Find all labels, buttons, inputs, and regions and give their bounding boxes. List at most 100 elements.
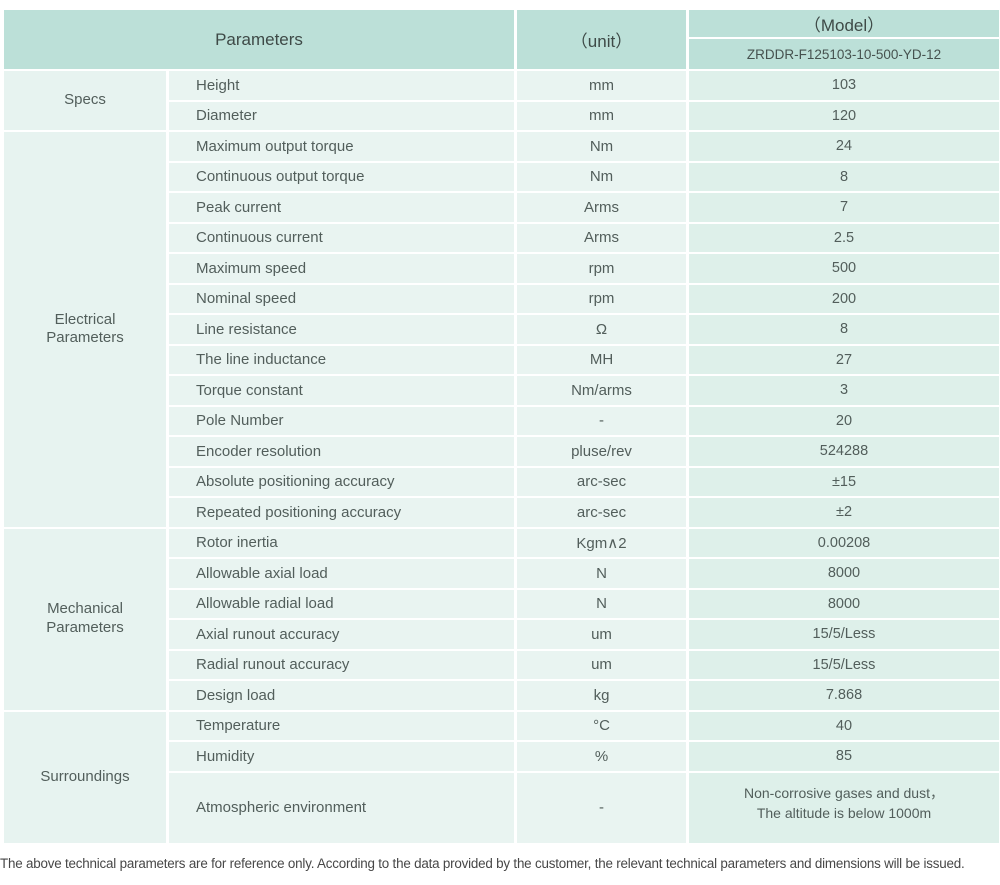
table-row: Electrical Parameters Maximum output tor… xyxy=(1,130,1000,529)
param-cell: Radial runout accuracy xyxy=(166,648,517,681)
unit-cell: N xyxy=(514,557,689,590)
param-cell: Temperature xyxy=(166,709,517,742)
param-cell: Diameter xyxy=(166,99,517,132)
group-cell-electrical: Electrical Parameters xyxy=(1,130,169,529)
table-row: Axial runout accuracy um 15/5/Less xyxy=(3,618,1000,651)
value-cell: 7 xyxy=(686,191,1000,224)
group-cell-specs: Specs xyxy=(1,69,169,132)
param-cell: Continuous current xyxy=(166,221,517,254)
table-row: Specs Height mm 103 xyxy=(1,69,1000,132)
value-cell: 15/5/Less xyxy=(686,648,1000,681)
param-cell: Line resistance xyxy=(166,313,517,346)
header-model: （Model） xyxy=(686,8,1000,39)
unit-cell: Ω xyxy=(514,313,689,346)
param-cell: Maximum output torque xyxy=(166,130,517,163)
unit-cell: rpm xyxy=(514,282,689,315)
table-row: Mechanical Parameters Rotor inertia Kgm∧… xyxy=(1,526,1000,712)
unit-cell: arc-sec xyxy=(514,465,689,498)
table-header: Parameters （unit） （Model） ZRDDR-F125103-… xyxy=(1,8,1000,71)
param-cell: Allowable axial load xyxy=(166,557,517,590)
value-cell: 8000 xyxy=(686,587,1000,620)
unit-cell: °C xyxy=(514,709,689,742)
value-cell: 40 xyxy=(686,709,1000,742)
table-row: Encoder resolution pluse/rev 524288 xyxy=(3,435,1000,468)
unit-cell: - xyxy=(514,404,689,437)
param-cell: Axial runout accuracy xyxy=(166,618,517,651)
param-cell: Peak current xyxy=(166,191,517,224)
unit-cell: Nm/arms xyxy=(514,374,689,407)
value-cell: 15/5/Less xyxy=(686,618,1000,651)
value-cell: 3 xyxy=(686,374,1000,407)
value-cell: 8 xyxy=(686,160,1000,193)
table-body: Specs Height mm 103 Diameter mm 120 Elec… xyxy=(1,69,1000,845)
unit-cell: - xyxy=(514,770,689,845)
unit-cell: um xyxy=(514,648,689,681)
table-row: Diameter mm 120 xyxy=(3,99,1000,132)
unit-cell: Arms xyxy=(514,191,689,224)
param-cell: Humidity xyxy=(166,740,517,773)
param-cell: Encoder resolution xyxy=(166,435,517,468)
value-cell: 7.868 xyxy=(686,679,1000,712)
value-cell: 8000 xyxy=(686,557,1000,590)
table-row: Absolute positioning accuracy arc-sec ±1… xyxy=(3,465,1000,498)
value-cell: ±2 xyxy=(686,496,1000,529)
unit-cell: Arms xyxy=(514,221,689,254)
header-model-number: ZRDDR-F125103-10-500-YD-12 xyxy=(686,37,1000,71)
table-row: Nominal speed rpm 200 xyxy=(3,282,1000,315)
table-row: Maximum speed rpm 500 xyxy=(3,252,1000,285)
unit-cell: um xyxy=(514,618,689,651)
param-cell: Continuous output torque xyxy=(166,160,517,193)
table-row: Continuous current Arms 2.5 xyxy=(3,221,1000,254)
value-cell: 8 xyxy=(686,313,1000,346)
value-cell: 20 xyxy=(686,404,1000,437)
unit-cell: % xyxy=(514,740,689,773)
unit-cell: MH xyxy=(514,343,689,376)
param-cell: Torque constant xyxy=(166,374,517,407)
table-row: Peak current Arms 7 xyxy=(3,191,1000,224)
table-row: Repeated positioning accuracy arc-sec ±2 xyxy=(3,496,1000,529)
unit-cell: mm xyxy=(514,99,689,132)
param-cell: Atmospheric environment xyxy=(166,770,517,845)
unit-cell: rpm xyxy=(514,252,689,285)
unit-cell: kg xyxy=(514,679,689,712)
value-cell: 24 xyxy=(686,130,1000,163)
unit-cell: Nm xyxy=(514,160,689,193)
value-cell: 524288 xyxy=(686,435,1000,468)
unit-cell: mm xyxy=(514,69,689,102)
footer-note: The above technical parameters are for r… xyxy=(0,855,965,871)
param-cell: Height xyxy=(166,69,517,102)
value-cell: 500 xyxy=(686,252,1000,285)
param-cell: Design load xyxy=(166,679,517,712)
param-cell: Maximum speed xyxy=(166,252,517,285)
table-row: Allowable axial load N 8000 xyxy=(3,557,1000,590)
value-cell: 200 xyxy=(686,282,1000,315)
specification-table: Parameters （unit） （Model） ZRDDR-F125103-… xyxy=(1,8,1000,845)
value-cell: 85 xyxy=(686,740,1000,773)
value-cell: ±15 xyxy=(686,465,1000,498)
table-row: Surroundings Temperature °C 40 xyxy=(1,709,1000,845)
table-row: Continuous output torque Nm 8 xyxy=(3,160,1000,193)
unit-cell: arc-sec xyxy=(514,496,689,529)
header-parameters: Parameters xyxy=(1,8,517,71)
value-cell: 120 xyxy=(686,99,1000,132)
table-row: Pole Number - 20 xyxy=(3,404,1000,437)
unit-cell: N xyxy=(514,587,689,620)
unit-cell: Kgm∧2 xyxy=(514,526,689,559)
value-cell: 0.00208 xyxy=(686,526,1000,559)
param-cell: Absolute positioning accuracy xyxy=(166,465,517,498)
table-row: Allowable radial load N 8000 xyxy=(3,587,1000,620)
value-cell: 103 xyxy=(686,69,1000,102)
value-cell: Non-corrosive gases and dust， The altitu… xyxy=(686,770,1000,845)
group-cell-surroundings: Surroundings xyxy=(1,709,169,845)
param-cell: Nominal speed xyxy=(166,282,517,315)
header-unit: （unit） xyxy=(514,8,689,71)
value-cell: 27 xyxy=(686,343,1000,376)
param-cell: Rotor inertia xyxy=(166,526,517,559)
group-cell-mechanical: Mechanical Parameters xyxy=(1,526,169,712)
value-cell: 2.5 xyxy=(686,221,1000,254)
param-cell: Allowable radial load xyxy=(166,587,517,620)
unit-cell: pluse/rev xyxy=(514,435,689,468)
param-cell: The line inductance xyxy=(166,343,517,376)
param-cell: Pole Number xyxy=(166,404,517,437)
